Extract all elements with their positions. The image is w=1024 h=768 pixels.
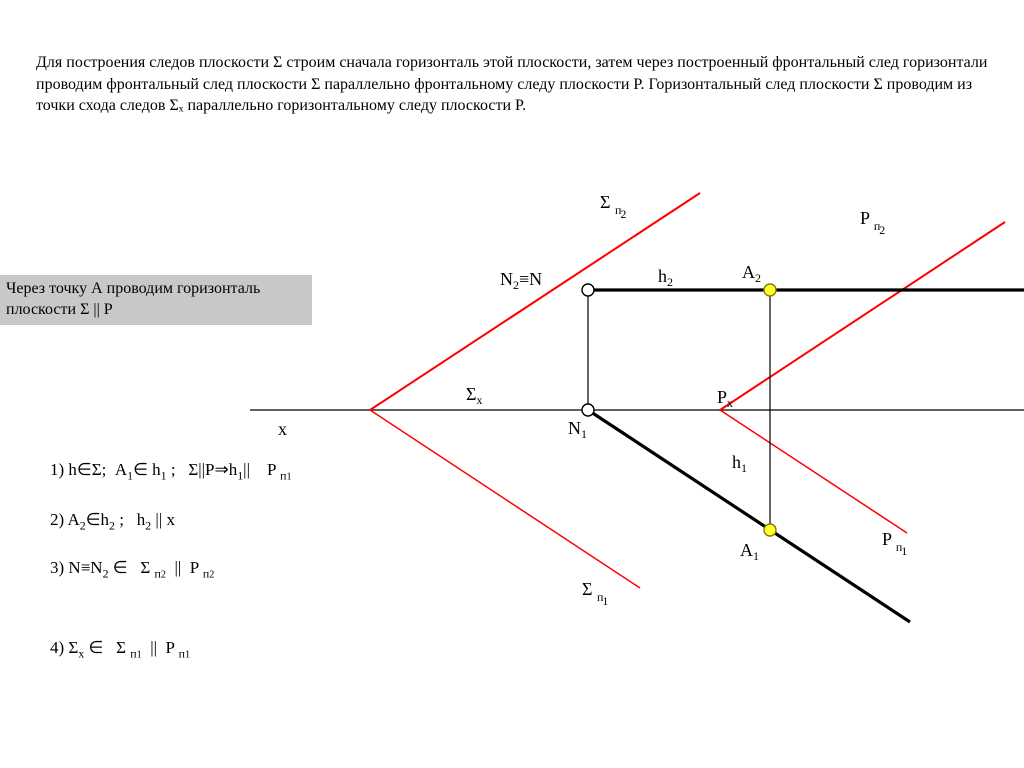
- point-a2: [764, 284, 776, 296]
- h1-line: [588, 410, 910, 622]
- label-sigma-x: Σx: [466, 384, 482, 407]
- intro-paragraph: Для построения следов плоскости Σ строим…: [36, 52, 996, 117]
- label-sigma-p1: Σ п1: [582, 579, 608, 608]
- highlight-line2: плоскости Σ || P: [6, 301, 113, 318]
- step-3: 3) N≡N2 ∈ Σ п2 || P п2: [50, 558, 214, 581]
- point-n2: [582, 284, 594, 296]
- label-x: x: [278, 419, 287, 439]
- label-n2n: N2≡N: [500, 269, 542, 292]
- highlight-line1: Через точку А проводим горизонталь: [6, 280, 260, 297]
- point-a1: [764, 524, 776, 536]
- label-a1: A1: [740, 540, 759, 563]
- label-h1: h1: [732, 452, 747, 475]
- sigma-trace-p1: [370, 410, 640, 588]
- label-a2: A2: [742, 262, 761, 285]
- highlight-note: Через точку А проводим горизонталь плоск…: [0, 275, 312, 325]
- label-sigma-p2: Σ п2: [600, 192, 626, 221]
- step-1: 1) h∈Σ; A1∈ h1 ; Σ||P⇒h1|| P п1: [50, 460, 292, 483]
- step-2: 2) A2∈h2 ; h2 || x: [50, 510, 175, 533]
- label-p-p2: P п2: [860, 208, 885, 237]
- label-h2: h2: [658, 266, 673, 289]
- point-n1: [582, 404, 594, 416]
- label-n1: N1: [568, 418, 587, 441]
- label-p-x: Px: [717, 387, 733, 410]
- step-4: 4) Σx ∈ Σ п1 || P п1: [50, 638, 190, 661]
- sigma-trace-p2: [370, 193, 700, 410]
- label-p-p1: P п1: [882, 529, 907, 558]
- p-trace-p2: [720, 222, 1005, 410]
